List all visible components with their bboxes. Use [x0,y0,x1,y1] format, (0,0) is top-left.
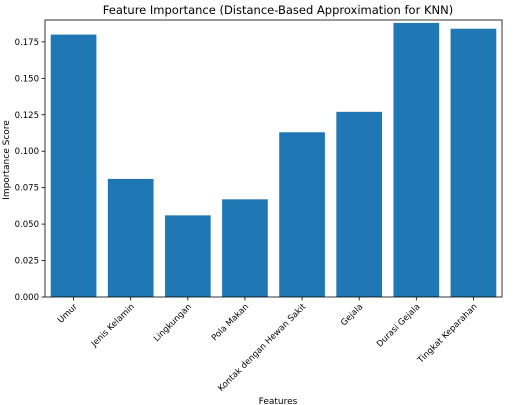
bar-2 [164,215,211,297]
y-tick-label-2: 0.050 [15,220,39,230]
y-axis-label: Importance Score [2,120,12,200]
y-ticks-group: 0.000 0.025 0.050 0.075 0.100 0.125 0.150 0.175 [15,38,45,303]
bar-0 [50,34,97,297]
x-tick-label-3: Pola Makan [210,302,251,343]
x-ticks-group: Umur Jenis Kelamin Lingkungan Pola MakanKon… [56,297,480,394]
x-tick-label-7: Tingkat Keparahan [415,302,479,366]
x-tick-label-2: Lingkungan [152,302,194,344]
bar-4 [279,132,325,297]
bar-1 [107,178,154,297]
bar-3 [222,199,268,297]
y-tick-label-3: 0.075 [15,184,39,194]
x-tick-label-1: Jenis Kelamin [89,302,137,350]
y-tick-label-5: 0.125 [15,111,39,121]
y-tick-label-1: 0.025 [15,257,39,267]
y-tick-label-6: 0.150 [15,74,39,84]
y-tick-label-0: 0.000 [15,293,39,303]
bars-group [50,22,497,297]
plot-frame [44,19,503,298]
bar-7 [450,28,497,297]
bar-5 [336,111,383,297]
x-tick-label-0: Umur [56,302,80,326]
bar-6 [393,22,440,297]
x-axis-label: Features [259,397,298,405]
chart-title: Feature Importance (Distance-Based Appro… [103,3,453,17]
x-tick-label-6: Durasi Gejala [375,302,422,349]
y-tick-label-7: 0.175 [15,38,39,48]
y-tick-label-4: 0.100 [15,147,39,157]
x-tick-label-5: Gejala [339,302,365,328]
